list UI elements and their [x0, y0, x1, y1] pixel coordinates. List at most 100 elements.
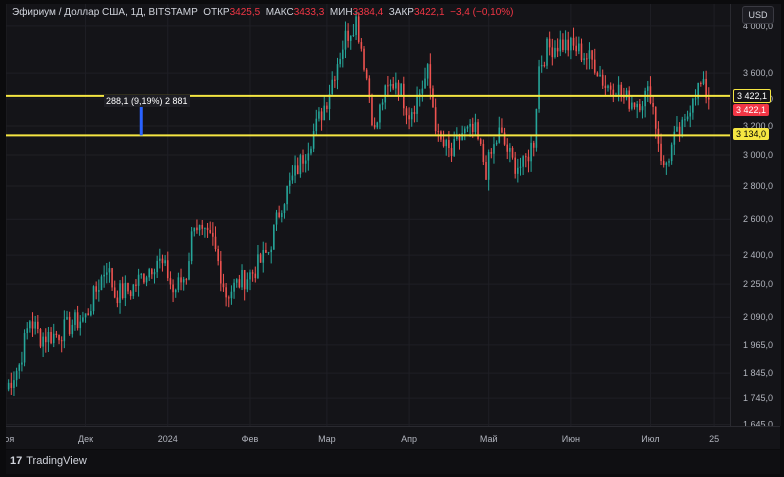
time-tick-label: 2024 [158, 434, 178, 444]
candle-body [408, 115, 410, 120]
candle-body [588, 50, 591, 59]
candle-body [190, 231, 193, 262]
candle-body [140, 273, 143, 275]
candle-body [559, 39, 562, 52]
candle-body [556, 47, 559, 52]
candle-body [461, 133, 463, 141]
candle-body [363, 48, 365, 70]
candle-body [702, 78, 705, 84]
candle-body [302, 155, 304, 164]
candle-body [349, 35, 352, 41]
time-tick-label: Ноя [6, 434, 14, 444]
candle-body [357, 16, 360, 43]
time-tick-label: Июн [562, 434, 580, 444]
chart-area[interactable] [5, 4, 730, 426]
candle-body [376, 122, 379, 128]
candle-body [323, 105, 326, 121]
candle-body [84, 313, 87, 318]
candle-body [151, 269, 153, 275]
candle-body [111, 268, 113, 288]
candle-body [233, 282, 235, 292]
candle-body [604, 85, 607, 89]
candle-body [182, 279, 185, 283]
candle-body [222, 283, 225, 288]
price-tick-label: 2 800,0 [743, 181, 773, 191]
candle-body [670, 144, 673, 162]
candle-body [331, 79, 333, 95]
candlestick-chart[interactable] [5, 4, 730, 426]
candle-body [44, 336, 47, 343]
candle-body [644, 90, 646, 107]
candle-body [159, 258, 161, 261]
candle-body [286, 185, 288, 205]
candle-body [188, 261, 190, 280]
candle-body [572, 37, 575, 46]
candle-body [678, 126, 681, 136]
candle-body [235, 279, 238, 283]
candle-body [583, 58, 585, 61]
candle-body [540, 65, 543, 67]
current-price-plate: 3 422,1 [733, 103, 770, 116]
candle-body [487, 152, 490, 180]
candle-body [124, 282, 127, 299]
candle-body [609, 85, 612, 90]
price-axis[interactable]: 4 000,03 600,03 400,03 200,03 000,02 800… [730, 4, 781, 430]
candle-body [10, 382, 13, 388]
candle-body [355, 16, 357, 35]
candle-body [580, 43, 583, 61]
level-upper-plate: 3 422,1 [733, 88, 772, 103]
time-axis[interactable]: Ноя Дек 2024 Фев Мар Апр Май Июн Июл 25 [0, 426, 780, 449]
candle-body [471, 123, 474, 133]
candle-body [132, 284, 135, 297]
candle-body [201, 224, 204, 229]
candle-body [482, 143, 485, 162]
candle-body [692, 98, 694, 113]
tradingview-branding[interactable]: 17 TradingView [10, 455, 87, 467]
high-value: 3433,3 [293, 7, 325, 18]
price-tick-label: 2 250,0 [743, 279, 773, 289]
candle-body [206, 227, 209, 231]
candle-body [514, 157, 516, 174]
candle-body [694, 98, 697, 100]
candle-body [7, 382, 10, 390]
candle-body [148, 269, 151, 278]
candle-body [296, 165, 299, 175]
candle-body [416, 96, 418, 114]
candle-body [607, 85, 609, 89]
time-tick-label: Апр [401, 434, 417, 444]
candle-body [342, 49, 344, 59]
candle-body [381, 102, 384, 105]
candle-body [490, 152, 493, 154]
candle-body [453, 139, 455, 156]
candle-body [445, 140, 448, 147]
currency-button[interactable]: USD [742, 6, 774, 24]
price-tick-label: 4 000,0 [743, 21, 773, 31]
candle-body [395, 82, 397, 89]
time-tick-label: Май [480, 434, 498, 444]
candle-body [156, 260, 158, 273]
candle-body [161, 258, 164, 264]
open-label: ОТКР [203, 7, 230, 18]
candle-body [368, 78, 371, 98]
price-tick-label: 1 845,0 [743, 368, 773, 378]
candle-body [660, 143, 662, 162]
candle-body [254, 273, 257, 279]
candle-body [389, 83, 392, 87]
candle-body [639, 103, 641, 111]
candle-body [700, 82, 702, 84]
candle-body [506, 144, 509, 152]
candle-body [509, 147, 511, 152]
candle-body [251, 272, 254, 274]
candle-body [238, 279, 241, 288]
candle-body [334, 79, 336, 81]
candle-body [34, 321, 36, 329]
candle-body [31, 321, 34, 329]
candle-body [90, 311, 92, 316]
symbol-title: Эфириум / Доллар США, 1Д, BITSTAMP [12, 7, 198, 18]
candle-body [344, 30, 347, 50]
candle-body [281, 213, 283, 217]
footer-bar [6, 450, 780, 474]
candle-body [29, 321, 31, 329]
candle-body [336, 64, 339, 80]
candle-body [554, 47, 556, 58]
